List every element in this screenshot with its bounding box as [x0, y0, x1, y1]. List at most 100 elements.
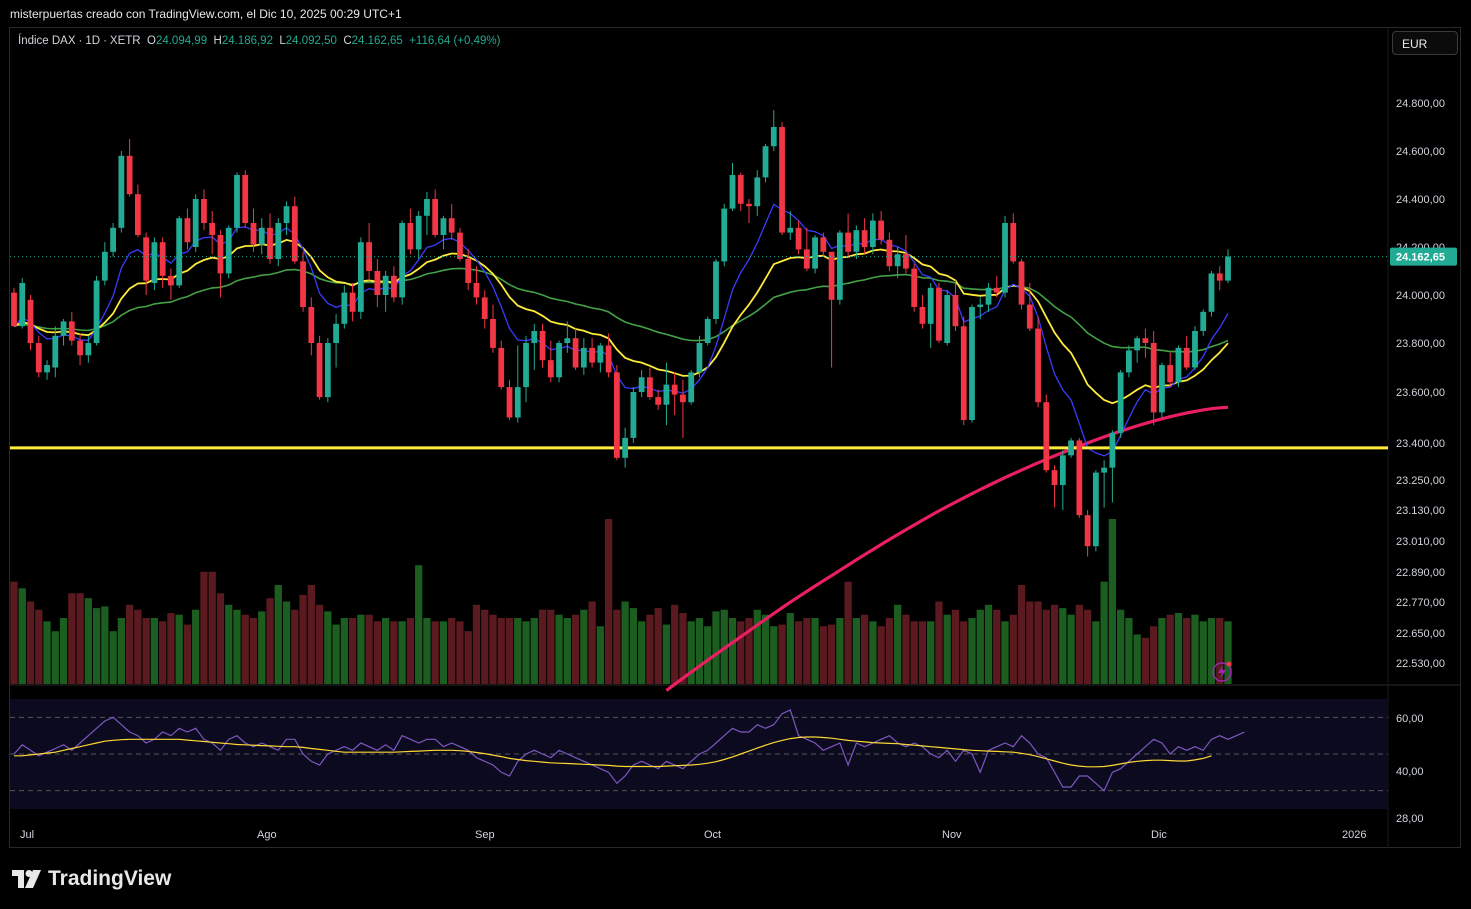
candle[interactable]	[267, 227, 273, 259]
candle[interactable]	[68, 321, 75, 341]
candle[interactable]	[878, 220, 885, 240]
candle[interactable]	[638, 377, 645, 392]
candle[interactable]	[713, 261, 719, 319]
candle[interactable]	[944, 295, 951, 343]
candle[interactable]	[209, 223, 216, 235]
candle[interactable]	[1175, 347, 1182, 383]
candle[interactable]	[1134, 338, 1141, 351]
candle[interactable]	[1183, 347, 1190, 368]
currency-button[interactable]: EUR	[1392, 31, 1458, 55]
candle[interactable]	[1018, 261, 1025, 305]
candle[interactable]	[52, 335, 59, 368]
candle[interactable]	[531, 331, 538, 343]
candle[interactable]	[952, 295, 959, 327]
candle[interactable]	[547, 360, 554, 378]
candle[interactable]	[110, 227, 116, 252]
candle[interactable]	[1059, 455, 1066, 485]
candle[interactable]	[134, 194, 141, 235]
candle[interactable]	[680, 394, 686, 403]
candle[interactable]	[85, 343, 92, 356]
candle[interactable]	[11, 292, 17, 327]
candle[interactable]	[919, 307, 926, 324]
candle[interactable]	[1043, 402, 1050, 471]
candle[interactable]	[1208, 273, 1215, 312]
candle[interactable]	[184, 218, 191, 243]
candle[interactable]	[564, 338, 571, 343]
candle[interactable]	[506, 387, 513, 418]
candle[interactable]	[869, 220, 876, 247]
candle[interactable]	[1010, 223, 1017, 262]
candle[interactable]	[597, 345, 604, 363]
candle[interactable]	[977, 304, 984, 307]
candle[interactable]	[234, 175, 240, 228]
candle[interactable]	[936, 287, 942, 341]
candle[interactable]	[333, 323, 339, 343]
candle[interactable]	[1142, 338, 1149, 343]
candle[interactable]	[1101, 467, 1108, 473]
candle[interactable]	[415, 215, 422, 250]
candle[interactable]	[143, 237, 150, 281]
candle[interactable]	[861, 230, 868, 247]
candle[interactable]	[35, 343, 42, 373]
candle[interactable]	[275, 223, 282, 259]
candle[interactable]	[19, 283, 26, 327]
candle[interactable]	[424, 199, 430, 216]
candle[interactable]	[853, 230, 860, 252]
candle[interactable]	[374, 271, 381, 295]
candle[interactable]	[176, 218, 183, 286]
candle[interactable]	[27, 299, 34, 343]
candle[interactable]	[630, 392, 637, 438]
candle[interactable]	[118, 155, 125, 228]
candle[interactable]	[903, 254, 909, 269]
candle[interactable]	[465, 259, 472, 283]
candle[interactable]	[1216, 273, 1223, 281]
candle[interactable]	[539, 331, 546, 361]
candle[interactable]	[1167, 365, 1174, 383]
candle[interactable]	[960, 326, 967, 421]
candle[interactable]	[1159, 365, 1165, 413]
candle[interactable]	[1035, 328, 1041, 403]
candle[interactable]	[77, 340, 83, 356]
candle[interactable]	[1200, 311, 1207, 331]
candle[interactable]	[324, 343, 331, 398]
candle[interactable]	[242, 175, 249, 223]
candle[interactable]	[159, 242, 166, 276]
candle[interactable]	[647, 377, 653, 398]
candle[interactable]	[696, 343, 703, 373]
candle[interactable]	[803, 249, 810, 269]
candle[interactable]	[101, 251, 108, 281]
candle[interactable]	[894, 254, 901, 267]
candle[interactable]	[60, 321, 67, 336]
candle[interactable]	[787, 227, 794, 233]
candle[interactable]	[225, 227, 232, 274]
candle[interactable]	[473, 283, 480, 298]
candle[interactable]	[514, 387, 521, 418]
candle[interactable]	[985, 287, 992, 305]
candle[interactable]	[927, 287, 934, 324]
alert-bolt-icon[interactable]	[1212, 662, 1232, 682]
candle[interactable]	[845, 232, 851, 252]
candle[interactable]	[688, 372, 695, 403]
candle[interactable]	[770, 127, 777, 147]
interval-label[interactable]: 1D	[85, 35, 101, 47]
candle[interactable]	[341, 292, 348, 324]
candle[interactable]	[737, 175, 744, 204]
candle[interactable]	[432, 199, 439, 235]
candle[interactable]	[201, 199, 207, 223]
candle[interactable]	[556, 343, 562, 378]
candle[interactable]	[448, 218, 455, 233]
candle[interactable]	[622, 437, 629, 458]
candle[interactable]	[1150, 343, 1157, 413]
candle[interactable]	[481, 297, 488, 319]
candle[interactable]	[399, 223, 406, 298]
candle[interactable]	[993, 287, 1000, 293]
candle[interactable]	[1076, 440, 1083, 516]
candle[interactable]	[580, 347, 587, 368]
candle[interactable]	[44, 365, 50, 373]
candle[interactable]	[795, 227, 802, 250]
candle[interactable]	[126, 155, 133, 195]
candle[interactable]	[1192, 331, 1198, 368]
candle[interactable]	[1084, 515, 1091, 547]
candle[interactable]	[746, 203, 752, 207]
